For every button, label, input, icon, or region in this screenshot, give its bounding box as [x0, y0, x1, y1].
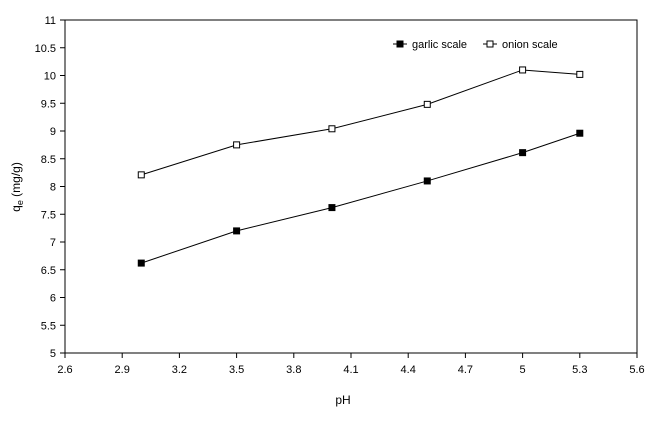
data-point-garlic-scale	[137, 259, 145, 267]
y-tick-label: 8.5	[41, 154, 56, 166]
x-tick-label: 3.8	[286, 364, 301, 376]
y-tick-label: 6.5	[41, 265, 56, 277]
legend-label: onion scale	[502, 39, 558, 51]
y-tick-label: 5	[50, 348, 56, 360]
legend-marker	[486, 40, 494, 48]
y-axis-title: qe (mg/g)	[9, 162, 25, 212]
plot-border	[64, 19, 638, 354]
x-tick-label: 4.7	[458, 364, 473, 376]
x-axis: 2.6 2.9 3.2 3.5 3.8 4.1 4.4 4.7 5 5.3 5.6	[57, 353, 645, 376]
data-point-onion-scale	[137, 171, 145, 179]
y-tick-label: 9.5	[41, 98, 56, 110]
legend-item-garlic-scale: garlic scale	[393, 39, 467, 51]
x-tick-label: 5	[520, 364, 526, 376]
x-tick-label: 4.4	[401, 364, 416, 376]
plot-area	[64, 19, 638, 354]
y-tick-label: 10	[44, 71, 56, 83]
series-garlic-scale	[137, 129, 584, 267]
y-axis-title-subscript: e	[15, 200, 25, 205]
data-point-onion-scale	[519, 66, 527, 74]
y-tick-label: 7	[50, 237, 56, 249]
data-point-onion-scale	[233, 141, 241, 149]
data-point-garlic-scale	[328, 204, 336, 212]
data-point-onion-scale	[423, 100, 431, 108]
data-point-garlic-scale	[519, 149, 527, 157]
y-axis: 5 5.5 6 6.5 7 7.5 8 8.5 9 9.5 10 10.5 11	[35, 15, 65, 360]
x-tick-label: 5.6	[629, 364, 644, 376]
y-tick-label: 9	[50, 126, 56, 138]
data-point-garlic-scale	[233, 227, 241, 235]
legend: garlic scale onion scale	[393, 39, 558, 51]
series-onion-scale	[137, 66, 584, 179]
series-layer	[137, 66, 584, 267]
data-point-garlic-scale	[423, 177, 431, 185]
y-tick-label: 11	[45, 15, 56, 27]
x-tick-label: 5.3	[572, 364, 587, 376]
x-tick-label: 3.5	[229, 364, 244, 376]
data-point-onion-scale	[328, 125, 336, 133]
x-tick-label: 2.6	[57, 364, 72, 376]
y-tick-label: 7.5	[41, 209, 56, 221]
x-axis-title: pH	[335, 393, 350, 407]
series-line-onion-scale	[141, 69, 580, 176]
legend-label: garlic scale	[412, 39, 467, 51]
y-tick-label: 6	[50, 293, 56, 305]
legend-marker	[396, 40, 404, 48]
x-tick-label: 2.9	[115, 364, 130, 376]
x-tick-label: 3.2	[172, 364, 187, 376]
data-point-onion-scale	[576, 70, 584, 78]
y-axis-title-unit: (mg/g)	[9, 162, 23, 200]
series-line-garlic-scale	[141, 132, 580, 264]
y-tick-label: 5.5	[41, 320, 56, 332]
y-axis-title-main: q	[9, 205, 23, 212]
x-tick-label: 4.1	[343, 364, 358, 376]
y-tick-label: 10.5	[35, 43, 56, 55]
y-tick-label: 8	[50, 182, 56, 194]
data-point-garlic-scale	[576, 129, 584, 137]
legend-item-onion-scale: onion scale	[483, 39, 558, 51]
